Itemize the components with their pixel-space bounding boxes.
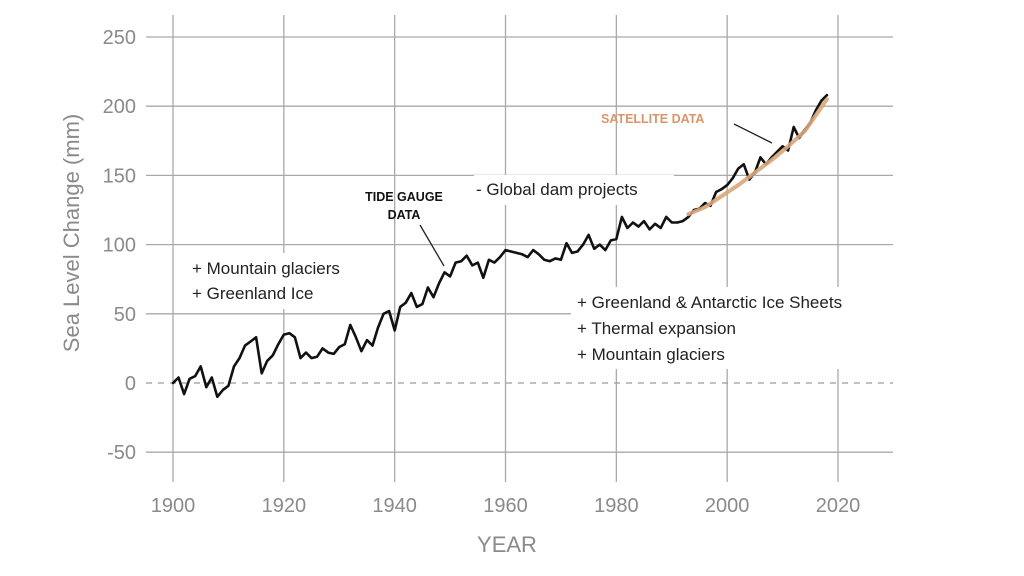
late-driver-thermal: + Thermal expansion bbox=[577, 319, 736, 338]
x-tick-label-1900: 1900 bbox=[151, 495, 196, 517]
axis-ticks: 1900 1920 1940 1960 1980 2000 2020 -50 0 50 100 150… bbox=[103, 27, 861, 517]
y-tick-label-250: 250 bbox=[103, 27, 136, 49]
y-tick-label-100: 100 bbox=[103, 235, 136, 257]
tide-gauge-data-line bbox=[171, 93, 829, 399]
late-driver-glaciers: + Mountain glaciers bbox=[577, 345, 725, 364]
tide-gauge-label-line2: DATA bbox=[388, 208, 421, 222]
x-tick-label-2000: 2000 bbox=[705, 495, 750, 517]
satellite-label: SATELLITE DATA bbox=[601, 112, 704, 126]
y-tick-label-150: 150 bbox=[103, 165, 136, 187]
x-axis-title: YEAR bbox=[477, 532, 537, 557]
x-tick-label-1960: 1960 bbox=[483, 495, 528, 517]
annotation-dams-bg bbox=[474, 175, 674, 205]
x-tick-label-1980: 1980 bbox=[594, 495, 639, 517]
grid bbox=[146, 15, 893, 482]
satellite-data-line bbox=[686, 97, 829, 217]
late-driver-ice-sheets: + Greenland & Antarctic Ice Sheets bbox=[577, 293, 842, 312]
y-tick-label-0: 0 bbox=[125, 373, 136, 395]
dam-projects-annotation: - Global dam projects bbox=[476, 180, 638, 199]
tide-gauge-leader bbox=[419, 224, 445, 267]
early-driver-glaciers: + Mountain glaciers bbox=[192, 259, 340, 278]
x-tick-label-1940: 1940 bbox=[372, 495, 417, 517]
satellite-leader bbox=[733, 123, 773, 144]
y-axis-title: Sea Level Change (mm) bbox=[59, 114, 84, 352]
y-tick-label-50: 50 bbox=[114, 304, 136, 326]
y-tick-label-200: 200 bbox=[103, 96, 136, 118]
annotation-late-bg bbox=[571, 287, 895, 369]
x-tick-label-2020: 2020 bbox=[816, 495, 861, 517]
data-series bbox=[171, 93, 829, 399]
x-tick-label-1920: 1920 bbox=[262, 495, 307, 517]
y-tick-label--50: -50 bbox=[107, 442, 136, 464]
annotation-early-bg bbox=[186, 253, 376, 309]
early-driver-greenland: + Greenland Ice bbox=[192, 284, 313, 303]
tide-gauge-label-line1: TIDE GAUGE bbox=[365, 190, 443, 204]
